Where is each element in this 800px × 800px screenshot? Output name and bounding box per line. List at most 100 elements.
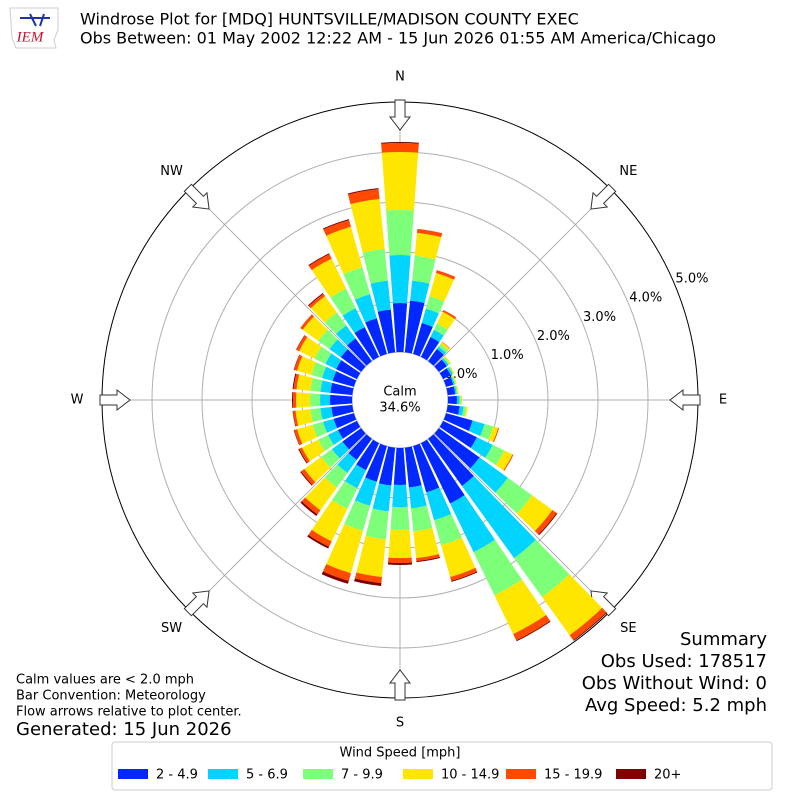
wedge: [455, 385, 458, 395]
wedge: [296, 392, 311, 408]
legend-label: 15 - 19.9: [544, 768, 602, 783]
wedge: [388, 529, 412, 558]
wedge: [321, 449, 340, 468]
wedge: [350, 199, 385, 253]
wedge: [292, 410, 296, 427]
wedge: [468, 420, 485, 437]
wedge: [304, 456, 331, 483]
wedge: [470, 437, 493, 458]
wedge: [416, 554, 440, 562]
wedge: [388, 557, 412, 563]
direction-label: SW: [161, 621, 182, 636]
wedge: [329, 339, 348, 358]
note: Flow arrows relative to plot center.: [16, 705, 242, 720]
wedge: [443, 377, 454, 387]
legend: 2 - 4.9 5 - 6.9 7 - 9.9 10 - 14.9 15 - 19.9 2…: [118, 768, 681, 783]
wedge: [340, 349, 366, 372]
wedge: [420, 439, 465, 504]
wedge: [448, 366, 454, 375]
wedge: [348, 434, 372, 461]
direction-label: W: [71, 393, 84, 408]
wedge: [337, 453, 357, 473]
wedge: [494, 579, 547, 635]
flow-arrow: [183, 590, 210, 617]
wedge: [322, 564, 351, 581]
wedge: [318, 434, 334, 452]
flow-arrow: [99, 388, 131, 412]
legend-swatch: [506, 769, 536, 779]
wedge: [356, 535, 386, 578]
wedge: [429, 272, 455, 302]
direction-label: N: [395, 70, 405, 85]
wedge: [404, 446, 422, 488]
wedge: [336, 360, 361, 380]
wedge: [387, 562, 413, 565]
grid-spoke: [433, 188, 612, 367]
wedge: [495, 477, 533, 514]
wedge: [447, 395, 457, 405]
wedge: [503, 454, 514, 471]
wedge: [534, 509, 557, 535]
wedge: [458, 406, 464, 416]
wedge: [362, 248, 388, 284]
legend-swatch: [303, 769, 333, 779]
wedge: [434, 428, 480, 469]
wedge: [293, 354, 300, 371]
wedge: [335, 325, 356, 346]
wedge: [372, 483, 392, 512]
wedge: [470, 457, 508, 493]
wedge: [347, 338, 372, 366]
wedge: [310, 377, 323, 392]
wedge: [298, 448, 308, 464]
wedge: [354, 294, 377, 323]
wedge: [435, 270, 456, 280]
wedge: [321, 571, 349, 584]
wedge: [354, 578, 382, 587]
wedge: [441, 358, 449, 367]
wedge: [310, 393, 321, 407]
wedge: [441, 341, 451, 349]
legend-label: 7 - 9.9: [341, 768, 383, 783]
wedge: [428, 348, 444, 366]
wedge: [449, 365, 455, 375]
wedge: [430, 329, 444, 343]
wedge: [451, 571, 478, 582]
wedge: [297, 424, 317, 444]
generated: Generated: 15 Jun 2026: [16, 719, 232, 740]
wedge: [292, 392, 294, 408]
wedge: [300, 471, 313, 486]
wedge: [378, 446, 396, 486]
wedge: [416, 557, 440, 563]
wedge: [446, 404, 460, 415]
wedge: [354, 572, 383, 584]
wedge: [412, 255, 436, 284]
wedge: [320, 406, 334, 420]
wedge: [292, 373, 297, 390]
wedge: [538, 512, 558, 536]
wedge: [473, 539, 522, 596]
wedge: [342, 308, 365, 334]
wedge: [330, 394, 353, 406]
wedge: [311, 258, 347, 298]
wedge: [301, 469, 316, 486]
legend-label: 5 - 6.9: [246, 768, 288, 783]
wedge: [323, 220, 351, 236]
wedge: [451, 376, 456, 385]
wedge: [322, 219, 350, 230]
flow-arrow: [590, 183, 617, 210]
legend-label: 2 - 4.9: [156, 768, 198, 783]
wedge: [428, 434, 474, 486]
wedge: [295, 409, 313, 426]
wedge: [331, 404, 354, 417]
wedge: [413, 527, 440, 559]
wedge: [330, 382, 354, 396]
flow-arrow: [388, 669, 412, 701]
wedge: [392, 484, 408, 507]
wedge: [311, 362, 327, 378]
wedge: [413, 323, 433, 357]
legend-title: Wind Speed [mph]: [340, 746, 461, 761]
chart-title: Windrose Plot for [MDQ] HUNTSVILLE/MADIS…: [80, 10, 579, 29]
legend-label: 10 - 14.9: [441, 768, 499, 783]
